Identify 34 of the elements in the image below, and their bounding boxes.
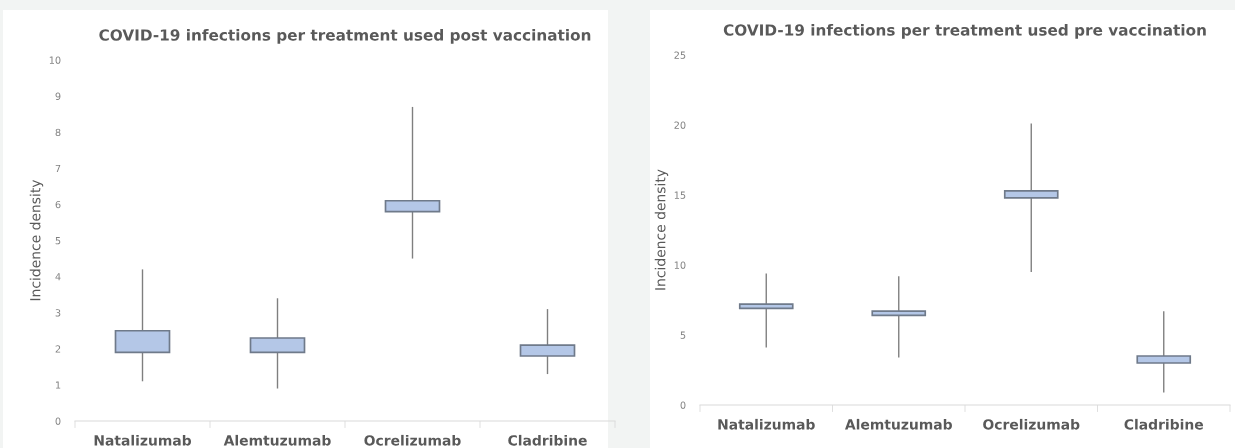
- x-tick-label: Natalizumab: [94, 434, 192, 446]
- candlestick: [871, 275, 927, 359]
- y-tick-label: 9: [55, 92, 61, 100]
- y-tick-label: 5: [680, 331, 686, 339]
- x-tick-label: Cladribine: [1124, 418, 1204, 430]
- candlestick: [384, 106, 441, 260]
- candlestick: [1136, 310, 1192, 394]
- x-tick-label: Alemtuzumab: [844, 418, 952, 430]
- chart-title: COVID-19 infections per treatment used post vaccination: [99, 28, 591, 44]
- x-tick-label: Alemtuzumab: [223, 434, 331, 446]
- y-tick-label: 5: [55, 237, 61, 245]
- y-axis-title: Incidence density: [29, 179, 44, 301]
- candlestick: [1003, 122, 1059, 273]
- candlestick: [738, 272, 794, 349]
- chart-title: COVID-19 infections per treatment used pre vaccination: [723, 23, 1206, 39]
- y-tick-label: 25: [674, 51, 686, 59]
- y-tick-label: 10: [49, 56, 61, 64]
- y-tick-label: 4: [55, 273, 61, 281]
- y-tick-label: 15: [674, 191, 686, 199]
- x-tick-label: Ocrelizumab: [983, 418, 1080, 430]
- y-tick-label: 3: [55, 309, 61, 317]
- y-tick-label: 6: [55, 200, 61, 209]
- y-tick-label: 8: [55, 128, 61, 137]
- y-axis-title: Incidence density: [654, 169, 669, 290]
- y-tick-label: 0: [55, 417, 61, 425]
- x-tick-label: Ocrelizumab: [364, 434, 461, 446]
- y-tick-label: 2: [55, 345, 61, 353]
- y-tick-label: 7: [55, 164, 61, 172]
- y-tick-label: 10: [674, 261, 686, 269]
- y-tick-label: 20: [674, 121, 686, 129]
- y-tick-label: 1: [55, 381, 61, 389]
- y-tick-label: 0: [680, 401, 686, 409]
- x-tick-label: Cladribine: [508, 434, 587, 446]
- x-tick-label: Natalizumab: [718, 418, 815, 430]
